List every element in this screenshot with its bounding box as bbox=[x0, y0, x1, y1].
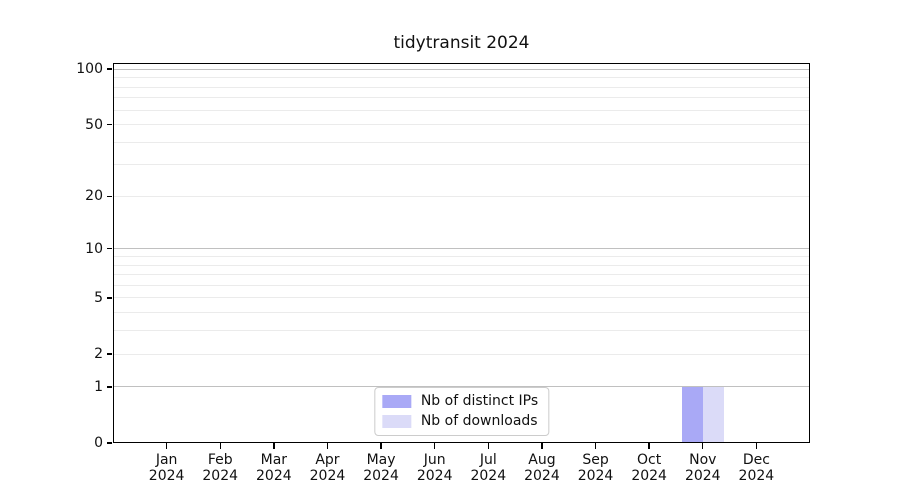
y-gridline-minor bbox=[113, 141, 810, 143]
legend-label-downloads: Nb of downloads bbox=[420, 413, 538, 429]
y-gridline-minor bbox=[113, 77, 810, 79]
y-gridline-minor bbox=[113, 164, 810, 166]
x-tick-label: Mar 2024 bbox=[256, 452, 292, 484]
y-gridline-minor bbox=[113, 330, 810, 332]
y-tick-label: 2 bbox=[94, 346, 103, 362]
y-tick-mark bbox=[106, 297, 112, 299]
x-tick-mark bbox=[755, 443, 758, 449]
x-tick-label: Sep 2024 bbox=[577, 452, 614, 484]
x-tick-label: Feb 2024 bbox=[202, 452, 239, 484]
y-tick-label: 10 bbox=[85, 240, 103, 257]
x-tick-mark bbox=[648, 443, 650, 449]
y-gridline-minor bbox=[113, 195, 810, 197]
x-axis: Jan 2024 Feb 2024 Mar 2024 Apr 2024 May 2024… bbox=[113, 63, 810, 484]
y-gridline-minor bbox=[113, 284, 810, 286]
x-tick-mark bbox=[165, 443, 168, 449]
y-tick-label: 5 bbox=[94, 289, 103, 306]
y-gridline-minor bbox=[113, 86, 810, 88]
x-tick-mark bbox=[594, 443, 597, 449]
x-tick-label: Jul 2024 bbox=[470, 452, 507, 484]
y-tick-label: 20 bbox=[85, 188, 103, 205]
y-tick-mark bbox=[106, 353, 112, 355]
bar-downloads bbox=[702, 386, 724, 443]
y-gridline-minor bbox=[113, 312, 810, 314]
y-gridline-major bbox=[113, 68, 810, 70]
y-tick-mark bbox=[106, 442, 112, 444]
y-gridline-minor bbox=[113, 353, 810, 355]
y-gridline-minor bbox=[113, 255, 810, 257]
legend-label-distinct-ips: Nb of distinct IPs bbox=[420, 393, 539, 409]
x-tick-label: Jun 2024 bbox=[416, 452, 453, 484]
y-gridline-minor bbox=[113, 109, 810, 111]
y-tick-label: 0 bbox=[94, 435, 103, 451]
y-tick-mark bbox=[106, 386, 112, 388]
gridlines-layer bbox=[113, 63, 810, 443]
chart-title: tidytransit 2024 bbox=[393, 33, 530, 53]
y-tick-mark bbox=[106, 195, 112, 198]
x-tick-label: Oct 2024 bbox=[631, 452, 667, 484]
y-tick-mark bbox=[106, 123, 112, 126]
legend-entry-downloads: Nb of downloads bbox=[381, 413, 538, 429]
x-tick-mark bbox=[273, 443, 275, 449]
y-tick-label: 100 bbox=[76, 61, 103, 78]
y-tick-label: 50 bbox=[85, 116, 103, 133]
y-tick-mark bbox=[106, 68, 112, 70]
x-tick-mark bbox=[380, 443, 382, 449]
x-tick-mark bbox=[326, 443, 329, 449]
y-gridline-minor bbox=[113, 124, 810, 126]
y-gridline-minor bbox=[113, 264, 810, 266]
x-tick-mark bbox=[702, 443, 704, 449]
legend-swatch-distinct-ips bbox=[381, 394, 411, 408]
legend-swatch-downloads bbox=[381, 414, 411, 428]
x-tick-label: Apr 2024 bbox=[309, 452, 346, 484]
x-tick-mark bbox=[219, 443, 221, 449]
y-axis: 0 1 2 5 10 20 50 100 bbox=[76, 61, 810, 451]
x-tick-mark bbox=[487, 443, 489, 449]
x-tick-label: Nov 2024 bbox=[684, 452, 721, 484]
y-tick-mark bbox=[106, 248, 112, 250]
x-tick-label: Jan 2024 bbox=[148, 452, 185, 484]
y-gridline-major bbox=[113, 248, 810, 250]
x-tick-mark bbox=[433, 443, 436, 449]
x-tick-label: Dec 2024 bbox=[738, 452, 775, 484]
y-tick-label: 1 bbox=[94, 378, 103, 395]
x-tick-label: May 2024 bbox=[363, 452, 399, 484]
legend-entry-distinct-ips: Nb of distinct IPs bbox=[381, 393, 539, 409]
legend: Nb of distinct IPs Nb of downloads bbox=[373, 387, 550, 436]
plot-area: 0 1 2 5 10 20 50 100 Jan 2024 Feb 2024 Mar 2024 Ap… bbox=[76, 61, 810, 484]
x-tick-label: Aug 2024 bbox=[524, 452, 560, 484]
y-gridline-minor bbox=[113, 274, 810, 276]
bars-layer bbox=[113, 63, 810, 443]
y-gridline-minor bbox=[113, 297, 810, 299]
bar-distinct-ips bbox=[681, 386, 703, 443]
x-tick-mark bbox=[541, 443, 543, 449]
y-gridline-minor bbox=[113, 97, 810, 99]
y-gridline-major bbox=[113, 386, 810, 388]
